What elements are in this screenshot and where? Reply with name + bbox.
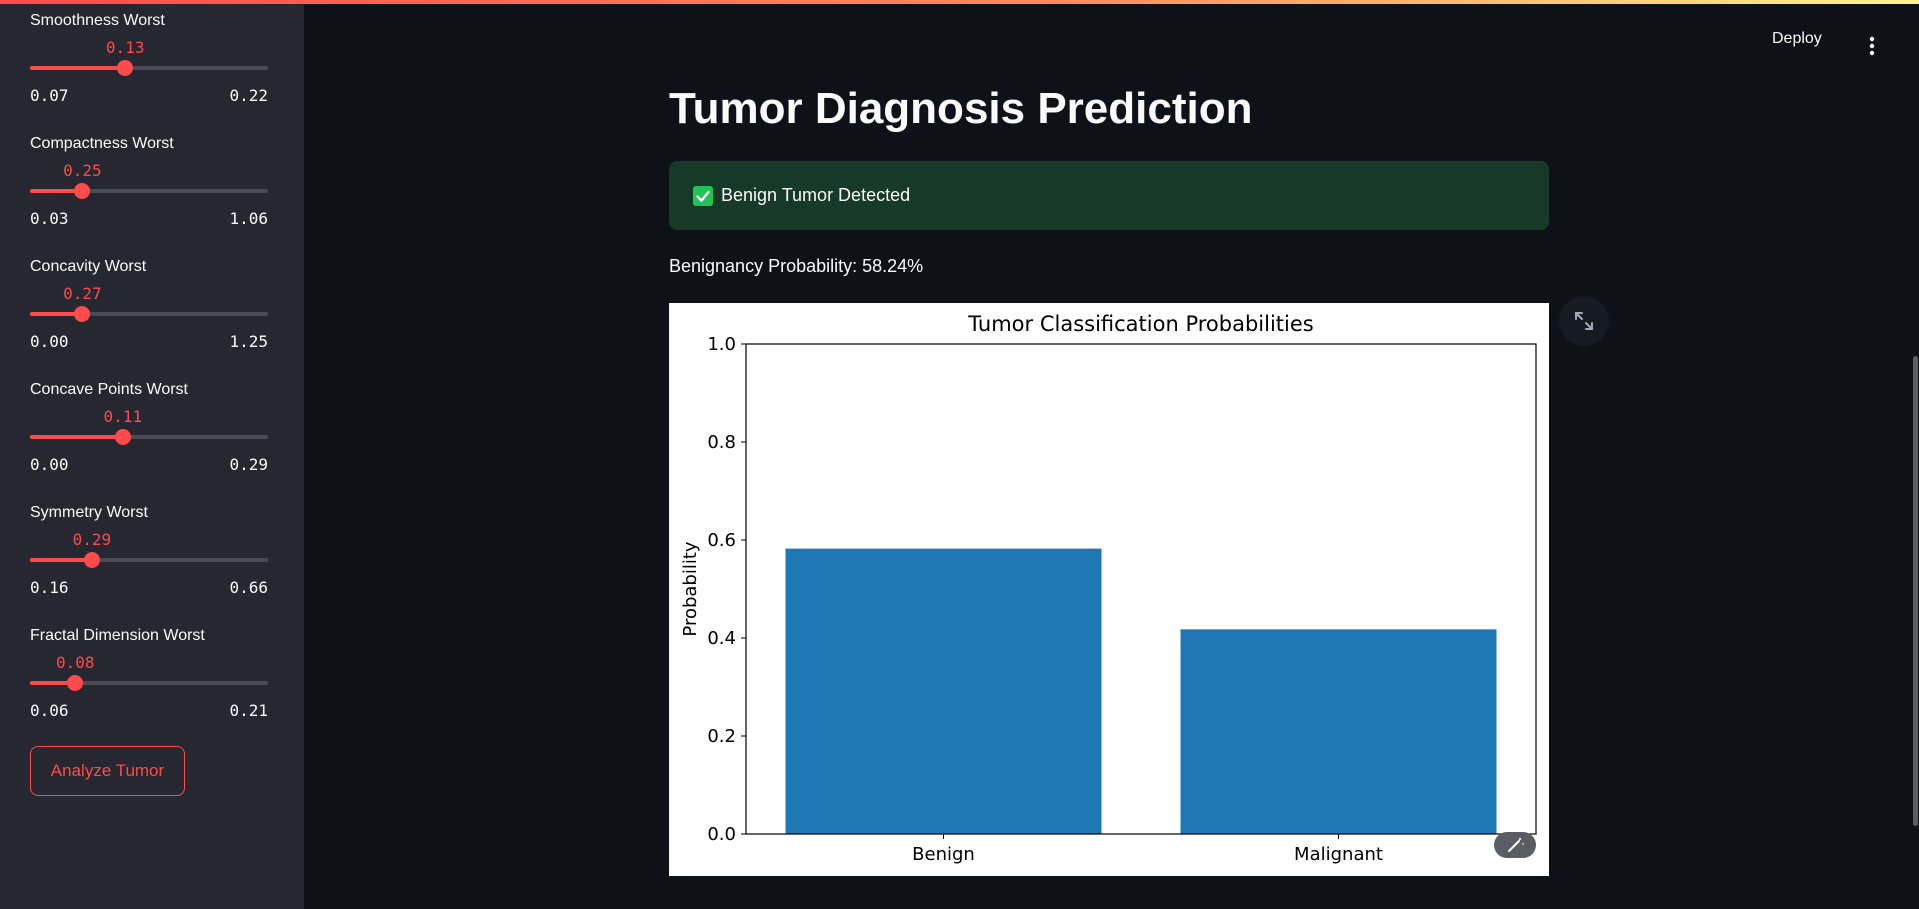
page-title: Tumor Diagnosis Prediction	[669, 84, 1253, 133]
slider-min-label: 0.07	[30, 86, 69, 105]
chart-svg: Tumor Classification Probabilities Benign…	[680, 312, 1537, 865]
slider-0: Smoothness Worst 0.13 0.07 0.22	[30, 0, 268, 123]
magic-wand-icon	[1508, 838, 1524, 852]
slider-max-label: 0.21	[229, 701, 268, 720]
slider-label: Fractal Dimension Worst	[30, 627, 205, 644]
chart-title: Tumor Classification Probabilities	[967, 312, 1313, 336]
y-tick-label: 0.6	[707, 530, 736, 551]
scrollbar-thumb[interactable]	[1913, 356, 1918, 826]
slider-track[interactable]	[30, 60, 268, 76]
slider-current-value: 0.29	[72, 530, 112, 549]
slider-max-label: 1.25	[229, 332, 268, 351]
x-tick-label: Benign	[912, 844, 975, 865]
slider-2: Concavity Worst 0.27 0.00 1.25	[30, 246, 268, 369]
slider-current-value: 0.13	[105, 38, 145, 57]
slider-max-label: 0.22	[229, 86, 268, 105]
success-alert: Benign Tumor Detected	[669, 161, 1549, 230]
slider-track[interactable]	[30, 675, 268, 691]
slider-max-label: 0.66	[229, 578, 268, 597]
x-tick-label: Malignant	[1294, 844, 1383, 865]
sidebar: Smoothness Worst 0.13 0.07 0.22 Compactness …	[0, 0, 304, 909]
slider-max-label: 1.06	[229, 209, 268, 228]
slider-track[interactable]	[30, 306, 268, 322]
slider-label: Concave Points Worst	[30, 381, 188, 398]
slider-current-value: 0.25	[63, 161, 102, 180]
slider-5: Fractal Dimension Worst 0.08 0.06 0.21	[30, 615, 268, 738]
slider-fill	[30, 66, 126, 70]
deploy-button[interactable]: Deploy	[1772, 30, 1822, 47]
slider-thumb[interactable]	[117, 60, 134, 76]
probability-chart: Tumor Classification Probabilities Benign…	[669, 303, 1549, 876]
slider-fill	[30, 435, 123, 439]
slider-current-value: 0.08	[55, 653, 95, 672]
y-axis-label: Probability	[680, 541, 701, 636]
slider-label: Concavity Worst	[30, 258, 147, 275]
slider-thumb[interactable]	[67, 675, 84, 691]
slider-thumb[interactable]	[114, 429, 131, 445]
chart-axes-frame	[745, 343, 1537, 835]
slider-current-value: 0.27	[63, 284, 102, 303]
slider-max-label: 0.29	[229, 455, 268, 474]
slider-track[interactable]	[30, 552, 268, 568]
slider-current-value: 0.11	[103, 407, 143, 426]
slider-min-label: 0.03	[30, 209, 69, 228]
slider-3: Concave Points Worst 0.11 0.00 0.29	[30, 369, 268, 492]
kebab-menu-icon[interactable]	[1864, 34, 1880, 58]
y-tick-label: 0.0	[707, 824, 736, 845]
y-tick-label: 0.8	[707, 432, 736, 453]
slider-fill	[30, 189, 83, 193]
slider-fill	[30, 681, 76, 685]
expand-icon	[1575, 312, 1593, 330]
analyze-tumor-button[interactable]: Analyze Tumor	[30, 746, 185, 796]
slider-1: Compactness Worst 0.25 0.03 1.06	[30, 123, 268, 246]
slider-min-label: 0.00	[30, 332, 69, 351]
chart-bar-malignant	[1180, 629, 1497, 834]
check-icon	[693, 186, 713, 206]
slider-label: Compactness Worst	[30, 135, 174, 152]
slider-min-label: 0.06	[30, 701, 69, 720]
slider-min-label: 0.16	[30, 578, 69, 597]
slider-fill	[30, 312, 83, 316]
slider-label: Symmetry Worst	[30, 504, 148, 521]
magic-wand-button[interactable]	[1494, 832, 1536, 858]
slider-thumb[interactable]	[74, 183, 91, 199]
y-tick-label: 0.2	[707, 726, 736, 747]
top-decoration-bar	[0, 0, 1919, 4]
y-tick-label: 0.4	[707, 628, 736, 649]
fullscreen-button[interactable]	[1559, 296, 1609, 346]
slider-thumb[interactable]	[83, 552, 100, 568]
chart-bar-benign	[785, 548, 1102, 834]
y-tick-label: 1.0	[707, 334, 736, 355]
alert-text: Benign Tumor Detected	[721, 185, 911, 205]
slider-track[interactable]	[30, 183, 268, 199]
slider-thumb[interactable]	[74, 306, 91, 322]
benignancy-probability-text: Benignancy Probability: 58.24%	[669, 256, 924, 276]
slider-4: Symmetry Worst 0.29 0.16 0.66	[30, 492, 268, 615]
slider-track[interactable]	[30, 429, 268, 445]
slider-fill	[30, 558, 92, 562]
slider-min-label: 0.00	[30, 455, 69, 474]
slider-label: Smoothness Worst	[30, 12, 165, 29]
